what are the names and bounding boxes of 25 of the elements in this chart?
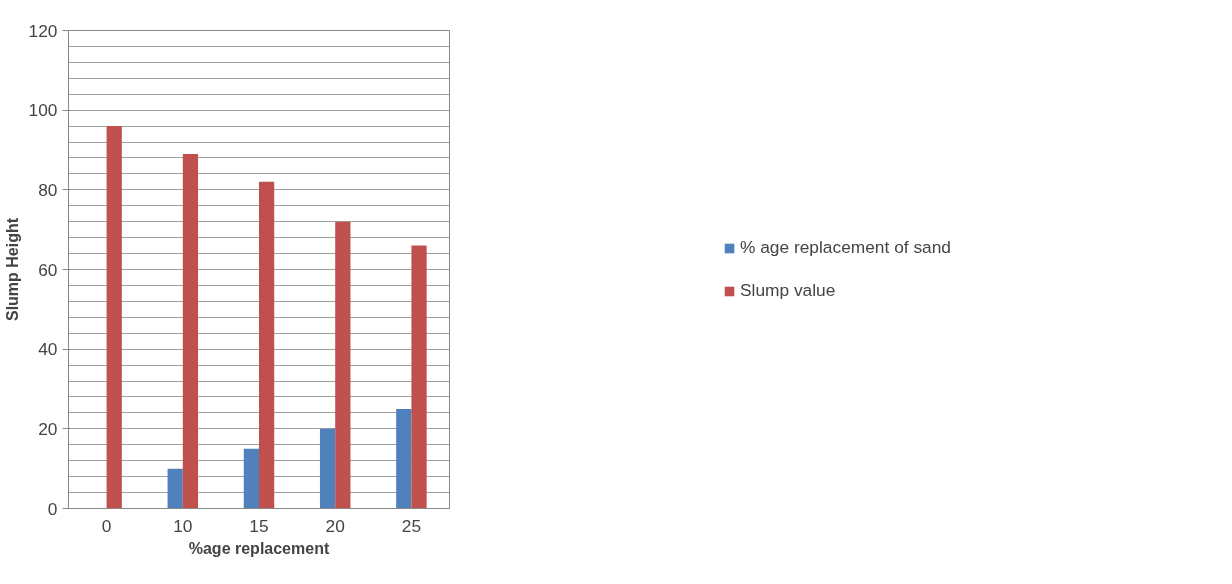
y-tick-label: 0	[47, 498, 58, 519]
legend-label: % age replacement of sand	[740, 237, 951, 258]
bar	[396, 408, 412, 509]
y-tick-label: 40	[38, 339, 58, 360]
bar	[335, 221, 351, 509]
bar	[319, 428, 336, 509]
bar	[259, 181, 275, 509]
y-tick-label: 100	[28, 100, 58, 121]
x-tick-label: 25	[401, 515, 422, 536]
bar	[182, 153, 199, 509]
bar	[106, 126, 122, 509]
bar	[167, 468, 183, 509]
bar	[411, 245, 427, 509]
y-tick-label: 80	[38, 179, 58, 200]
bar	[243, 448, 259, 509]
y-tick-label: 20	[38, 418, 58, 439]
x-tick-label: 10	[173, 515, 193, 536]
x-tick-label: 20	[325, 515, 345, 536]
legend-label: Slump value	[740, 280, 836, 301]
y-axis-title: Slump Height	[3, 217, 21, 322]
y-tick-label: 120	[28, 20, 58, 41]
y-tick-label: 60	[38, 259, 58, 280]
x-tick-label: 15	[249, 515, 269, 536]
x-tick-label: 0	[101, 515, 112, 536]
x-axis-title: %age replacement	[188, 539, 330, 557]
